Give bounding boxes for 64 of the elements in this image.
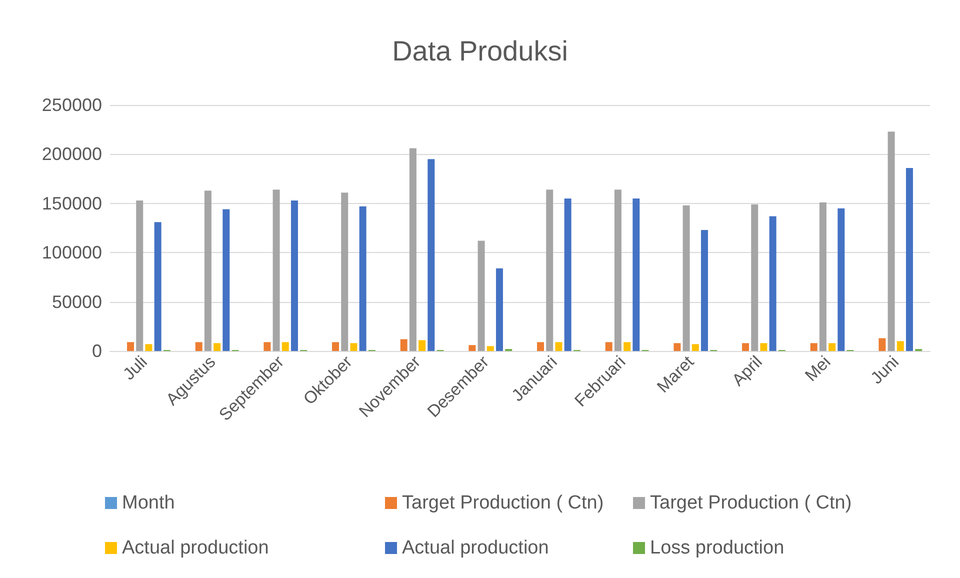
bar xyxy=(418,340,426,351)
y-tick-label: 0 xyxy=(92,341,102,361)
y-tick-label: 50000 xyxy=(52,292,102,312)
bar xyxy=(742,343,750,351)
bar xyxy=(341,192,348,351)
bar xyxy=(290,200,298,351)
bar xyxy=(214,343,221,351)
bar xyxy=(127,342,134,351)
bar xyxy=(760,343,768,351)
bar xyxy=(409,148,416,351)
bar xyxy=(204,190,212,351)
bar xyxy=(195,342,202,351)
bar xyxy=(428,159,435,351)
legend-label: Actual production xyxy=(122,538,269,558)
bar xyxy=(751,204,758,351)
bar xyxy=(359,206,366,351)
bar xyxy=(605,342,612,351)
bar xyxy=(700,230,708,351)
chart-title: Data Produksi xyxy=(392,36,568,66)
bar xyxy=(674,343,681,351)
bar xyxy=(145,344,152,351)
bar xyxy=(878,338,886,351)
bar xyxy=(828,343,836,351)
bar xyxy=(692,344,699,351)
bar xyxy=(496,268,503,351)
bar xyxy=(555,342,562,351)
y-tick-label: 250000 xyxy=(42,95,102,115)
bar xyxy=(546,190,554,351)
legend-label: Month xyxy=(122,492,175,514)
bar xyxy=(478,240,485,351)
bar xyxy=(154,222,162,351)
bar xyxy=(486,346,494,351)
x-tick-label: Mei xyxy=(801,352,834,386)
bar xyxy=(682,205,690,351)
y-tick-label: 150000 xyxy=(42,193,102,214)
bar xyxy=(769,216,776,351)
bar xyxy=(400,339,408,351)
bar xyxy=(272,190,280,351)
bar xyxy=(838,208,845,351)
bar xyxy=(468,345,476,351)
bar xyxy=(819,202,826,351)
bar xyxy=(136,200,144,351)
bar xyxy=(624,342,631,351)
y-tick-label: 100000 xyxy=(42,242,102,263)
legend-label: Actual production xyxy=(402,538,549,558)
bar xyxy=(614,190,622,351)
bar xyxy=(896,341,904,351)
legend-label: Loss production xyxy=(650,538,784,558)
bar xyxy=(906,168,913,351)
x-tick-label: Juli xyxy=(119,352,151,384)
bar xyxy=(222,209,230,351)
y-tick-label: 200000 xyxy=(42,144,102,164)
bar xyxy=(564,198,572,351)
bar xyxy=(332,342,340,351)
bar xyxy=(632,198,640,351)
legend-label: Target Production ( Ctn) xyxy=(650,492,852,514)
bar xyxy=(350,343,358,351)
bar xyxy=(264,342,271,351)
legend-label: Target Production ( Ctn) xyxy=(402,492,604,514)
bar xyxy=(810,343,818,351)
bar xyxy=(888,132,895,351)
bar xyxy=(282,342,289,351)
x-tick-label: Juni xyxy=(867,352,903,388)
bar xyxy=(537,342,544,351)
